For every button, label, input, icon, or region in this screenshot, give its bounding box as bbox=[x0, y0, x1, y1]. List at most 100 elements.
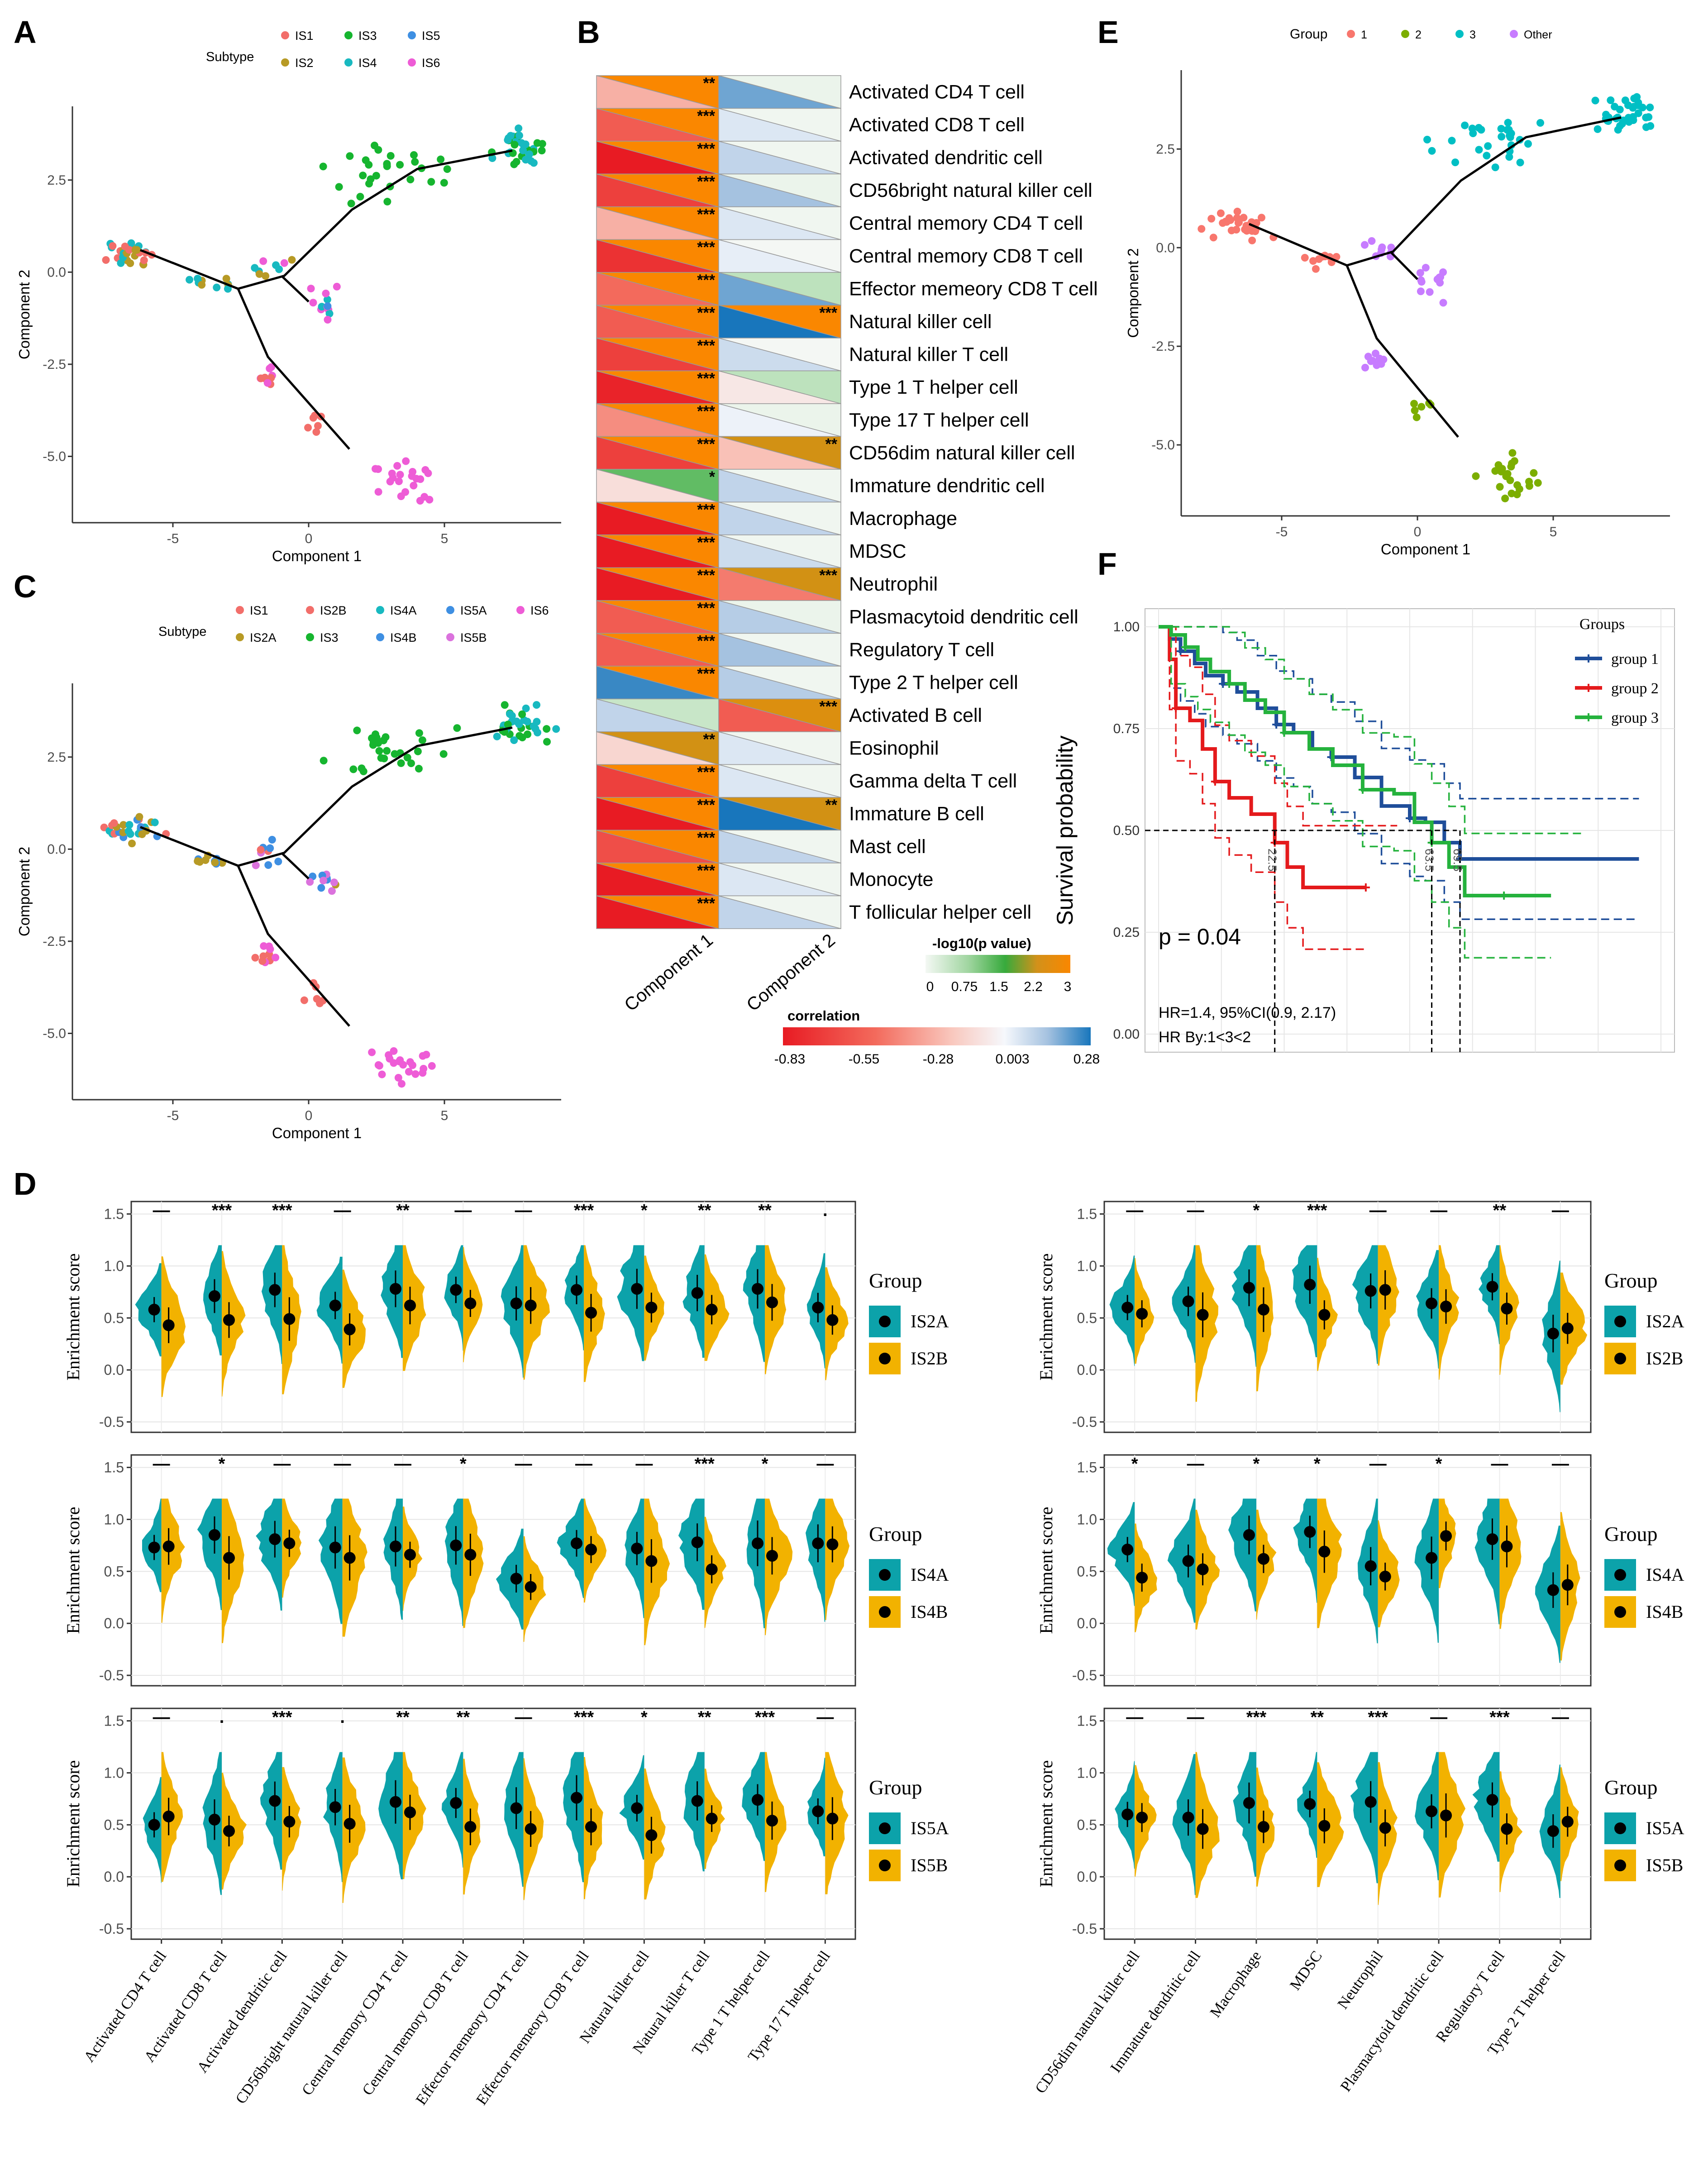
cell-point bbox=[1227, 226, 1236, 234]
cell-point bbox=[371, 141, 379, 149]
legend-title: Subtype bbox=[158, 625, 206, 639]
significance-label: — bbox=[394, 1454, 411, 1474]
mean-point bbox=[344, 1818, 356, 1830]
trajectory-backbone bbox=[237, 288, 350, 450]
cell-point bbox=[402, 457, 410, 465]
cell-point bbox=[359, 172, 367, 180]
significance-label: *** bbox=[574, 1708, 594, 1727]
mean-point bbox=[1136, 1812, 1148, 1824]
significance-label: * bbox=[1253, 1454, 1260, 1474]
violin-half bbox=[222, 1251, 246, 1397]
cell-point bbox=[125, 246, 134, 254]
legend-label: IS2A bbox=[250, 631, 277, 644]
significance-label: *** bbox=[1368, 1708, 1388, 1727]
row-label: Central memory CD8 T cell bbox=[849, 245, 1083, 267]
cell-point bbox=[102, 256, 110, 264]
significance-stars: *** bbox=[697, 239, 715, 256]
trajectory-plot-C: -5 0 5 2.5 0.0 -2.5 -5.0 Component 1 Component 2 bbox=[16, 683, 561, 1141]
cell-point bbox=[274, 858, 282, 866]
significance-label: — bbox=[515, 1454, 532, 1474]
cell-point bbox=[519, 146, 527, 154]
mean-point bbox=[283, 1313, 296, 1325]
significance-stars: *** bbox=[697, 173, 715, 191]
y-tick-label: 1.0 bbox=[1077, 1764, 1097, 1781]
violin-half bbox=[1378, 1245, 1399, 1366]
violin-half bbox=[564, 1245, 584, 1351]
y-tick-label: 0.5 bbox=[104, 1817, 124, 1833]
significance-stars: *** bbox=[697, 501, 715, 519]
panel-label-C: C bbox=[14, 569, 37, 604]
cell-point bbox=[504, 136, 512, 144]
mean-point bbox=[826, 1314, 839, 1326]
legend-title: Group bbox=[1604, 1776, 1658, 1799]
mean-point bbox=[812, 1302, 824, 1314]
mean-point bbox=[404, 1806, 416, 1818]
cell-point bbox=[251, 954, 259, 962]
cell-point bbox=[1491, 467, 1499, 475]
violin-half bbox=[1109, 1255, 1135, 1366]
cell-point bbox=[1217, 209, 1225, 217]
mean-point bbox=[390, 1283, 401, 1295]
x-axis-title: Component 1 bbox=[1381, 541, 1470, 558]
cell-point bbox=[1591, 96, 1599, 105]
significance-label: — bbox=[334, 1454, 351, 1474]
violin-half bbox=[1107, 1502, 1135, 1606]
cell-point bbox=[1257, 214, 1265, 222]
cell-point bbox=[322, 290, 330, 298]
mean-point bbox=[344, 1552, 356, 1564]
violin-half bbox=[197, 1498, 222, 1610]
cell-point bbox=[365, 180, 373, 188]
cell-point bbox=[1368, 237, 1376, 245]
censor-mark bbox=[1406, 814, 1414, 822]
cell-point bbox=[501, 701, 509, 709]
violin-half bbox=[523, 1245, 550, 1380]
heat-cell-pvalue bbox=[718, 239, 841, 273]
y-tick-label: -2.5 bbox=[1151, 339, 1175, 354]
violin-half bbox=[742, 1752, 765, 1861]
significance-stars: *** bbox=[697, 633, 715, 650]
cell-point bbox=[1621, 96, 1629, 105]
heat-cell-pvalue bbox=[718, 863, 841, 897]
cell-point bbox=[1451, 158, 1460, 167]
violin-half bbox=[1535, 1526, 1560, 1663]
cell-point bbox=[1469, 129, 1477, 138]
y-axis-title: Component 2 bbox=[16, 847, 33, 936]
legend-title: -log10(p value) bbox=[932, 935, 1031, 951]
cell-point bbox=[272, 954, 280, 962]
mean-point bbox=[1547, 1584, 1559, 1596]
mean-point bbox=[766, 1296, 778, 1308]
y-tick-label: 1.0 bbox=[1077, 1511, 1097, 1527]
cell-point bbox=[1508, 449, 1517, 457]
legend-label: IS5B bbox=[460, 631, 487, 644]
x-tick-label: 0 bbox=[305, 531, 313, 546]
mean-point bbox=[1257, 1303, 1269, 1316]
mean-point bbox=[329, 1299, 341, 1311]
heat-cell-pvalue bbox=[718, 108, 841, 142]
significance-label: *** bbox=[212, 1201, 232, 1220]
x-tick-label: Neutrophil bbox=[1334, 1948, 1386, 2012]
cell-point bbox=[383, 198, 391, 206]
significance-label: * bbox=[1131, 1454, 1138, 1474]
violin-half bbox=[342, 1757, 366, 1903]
mean-point bbox=[1136, 1572, 1148, 1584]
significance-label: ** bbox=[698, 1201, 711, 1220]
cell-point bbox=[515, 732, 524, 740]
legend-mark bbox=[1584, 654, 1593, 663]
cell-point bbox=[512, 157, 520, 166]
mean-point bbox=[269, 1533, 281, 1545]
row-label: CD56bright natural killer cell bbox=[849, 180, 1093, 201]
violin-half bbox=[323, 1752, 343, 1882]
legend-mark bbox=[1584, 713, 1593, 721]
cell-point bbox=[275, 265, 283, 273]
cell-point bbox=[306, 878, 314, 886]
cell-point bbox=[1502, 472, 1510, 480]
column-label: Component 2 bbox=[743, 930, 839, 1015]
legend-title: Group bbox=[1604, 1269, 1658, 1292]
trajectory-backbone bbox=[140, 726, 513, 867]
censor-mark bbox=[1361, 883, 1370, 892]
correlation-heatmap: ** Activated CD4 T cell*** Activated CD8 T… bbox=[596, 75, 1100, 1067]
row-label: Immature dendritic cell bbox=[849, 475, 1045, 496]
significance-label: — bbox=[515, 1201, 532, 1220]
legend-label: 2 bbox=[1415, 29, 1422, 41]
violin-half bbox=[678, 1498, 705, 1610]
